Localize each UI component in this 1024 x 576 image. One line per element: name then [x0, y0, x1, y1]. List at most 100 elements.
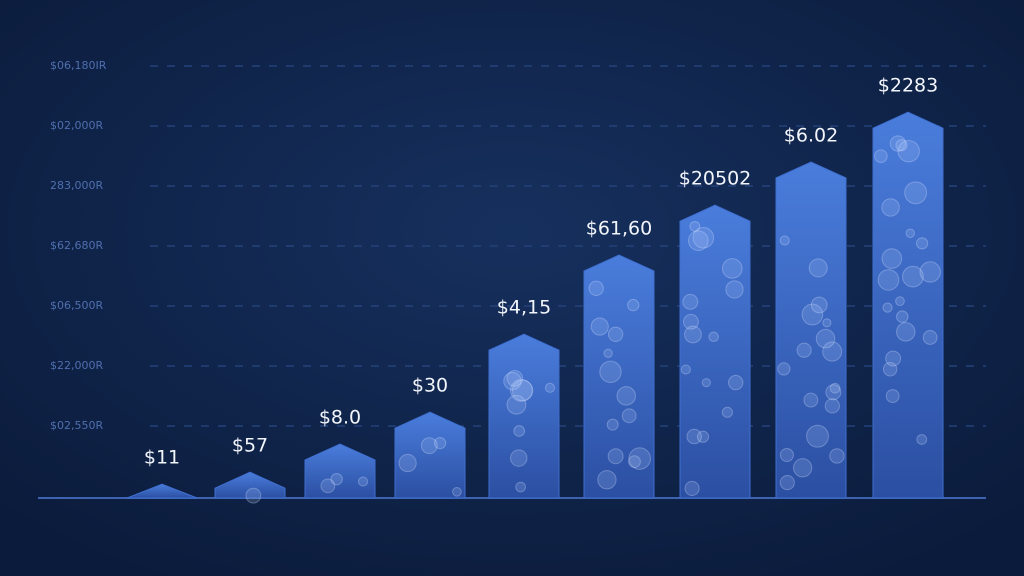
bubble	[433, 436, 447, 450]
bubble	[803, 392, 819, 408]
bubble	[330, 472, 343, 486]
value-label: $4,15	[497, 297, 551, 319]
bubble	[777, 362, 791, 376]
bubble	[627, 298, 640, 312]
bubble	[358, 476, 369, 487]
bubble	[825, 384, 842, 401]
bubble	[895, 139, 908, 152]
bubble	[544, 382, 556, 393]
bubble	[725, 280, 744, 299]
bar	[394, 411, 466, 499]
bubble	[606, 418, 619, 431]
value-label: $6.02	[784, 125, 838, 147]
bubble	[808, 258, 828, 278]
bubble	[896, 310, 909, 323]
bubble	[916, 434, 928, 445]
bubble	[779, 235, 790, 246]
bubble	[628, 455, 641, 469]
bubble	[689, 220, 701, 232]
bubble	[509, 379, 533, 402]
bubble	[801, 303, 824, 326]
bubble	[628, 447, 651, 470]
bubble	[877, 269, 900, 291]
bar	[872, 111, 944, 499]
bubble	[607, 448, 624, 465]
bubble	[515, 481, 526, 493]
bubble	[506, 394, 527, 415]
bar	[488, 333, 560, 499]
bubble	[895, 296, 905, 307]
bubble	[686, 428, 703, 445]
bubble	[919, 261, 941, 283]
bubble	[822, 318, 832, 328]
bubble	[728, 374, 744, 391]
bubble	[680, 364, 691, 375]
bubble	[616, 386, 636, 406]
bubble	[822, 341, 843, 362]
bubble	[607, 326, 624, 342]
bubble	[905, 228, 915, 238]
bar	[126, 483, 198, 499]
y-tick-label: $22,000R	[50, 359, 103, 372]
bubble	[511, 379, 534, 402]
bubble	[885, 350, 902, 367]
y-tick-label: $02,550R	[50, 419, 103, 432]
bubble	[696, 430, 710, 443]
bubble	[621, 408, 637, 424]
y-tick-label: $02,000R	[50, 119, 103, 132]
bubble	[796, 342, 812, 358]
bar	[214, 471, 286, 499]
bubble	[682, 293, 699, 310]
bubble	[779, 447, 794, 462]
value-label: $20502	[679, 168, 752, 190]
bubble	[779, 474, 795, 491]
bubble	[320, 478, 336, 494]
y-tick-label: $62,680R	[50, 239, 103, 252]
bubble	[721, 406, 733, 418]
bubble	[881, 198, 900, 217]
bubble	[452, 486, 462, 497]
bubble	[922, 330, 938, 345]
bubble	[904, 181, 928, 205]
bubble	[588, 280, 604, 296]
bubble	[701, 378, 711, 388]
bubble	[721, 258, 743, 279]
bubble	[597, 470, 617, 490]
bubble	[815, 328, 836, 349]
bubble	[885, 389, 900, 403]
bubble	[897, 139, 920, 163]
bubble	[915, 237, 929, 250]
bubble	[513, 425, 526, 437]
bubble	[874, 149, 888, 163]
bubble	[829, 382, 841, 394]
bubble	[882, 362, 898, 377]
bubble	[599, 360, 622, 383]
bubble	[590, 317, 609, 336]
bar	[304, 443, 376, 499]
bubble	[683, 313, 699, 330]
bubble	[806, 424, 829, 448]
bubble	[692, 226, 715, 249]
value-label: $61,60	[586, 218, 652, 240]
bubble	[245, 487, 262, 504]
value-label: $11	[144, 447, 180, 469]
value-label: $30	[412, 375, 448, 397]
bubble	[684, 325, 702, 344]
bubble	[684, 480, 700, 497]
bar	[775, 161, 847, 499]
bubble	[603, 348, 613, 359]
y-tick-label: 283,000R	[50, 179, 103, 192]
value-label: $2283	[878, 75, 938, 97]
bubble	[398, 453, 417, 473]
bubble	[503, 371, 522, 391]
value-label: $8.0	[319, 407, 361, 429]
bar	[679, 204, 751, 499]
value-label: $57	[232, 435, 268, 457]
bubble	[708, 331, 719, 343]
bubble	[810, 296, 828, 314]
bubble	[792, 458, 813, 478]
bubble	[824, 398, 840, 414]
bubble	[889, 135, 907, 152]
y-tick-label: $06,500R	[50, 299, 103, 312]
bubble	[902, 265, 924, 288]
